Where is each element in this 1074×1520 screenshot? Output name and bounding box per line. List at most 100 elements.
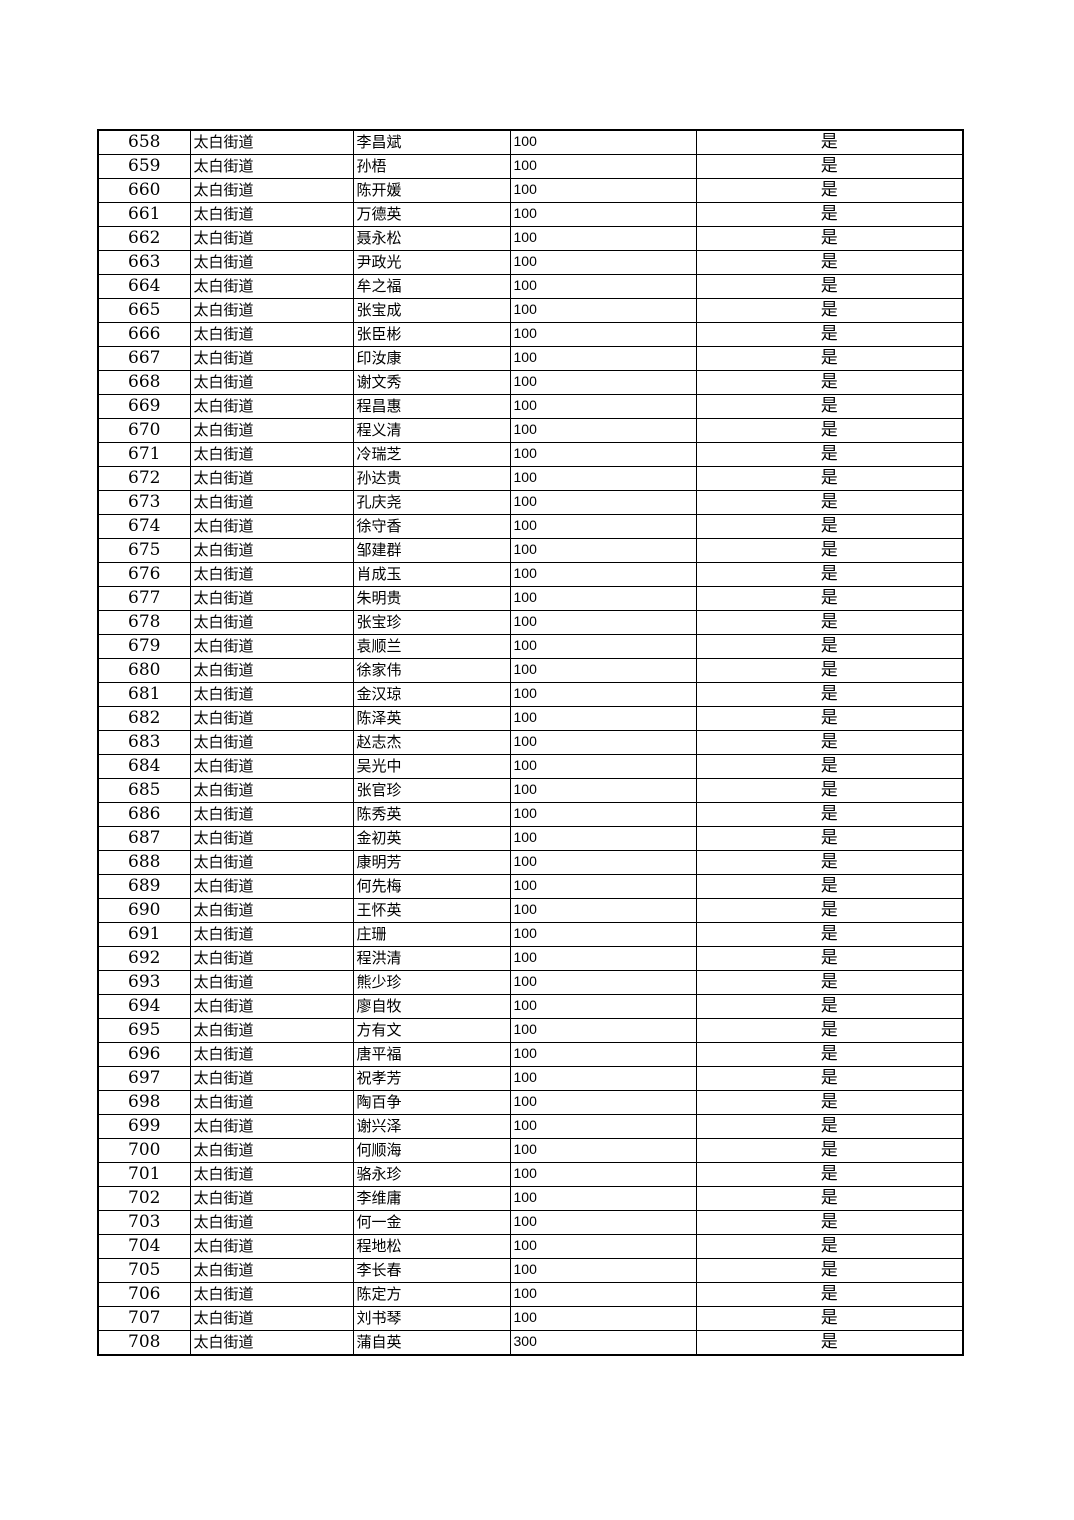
amount-cell: 100 bbox=[509, 946, 697, 971]
status-cell: 是 bbox=[695, 562, 964, 587]
name-cell: 张宝珍 bbox=[352, 610, 511, 635]
status-cell: 是 bbox=[695, 178, 964, 203]
name-cell: 朱明贵 bbox=[352, 586, 511, 611]
status-cell: 是 bbox=[695, 466, 964, 491]
name-cell: 张臣彬 bbox=[352, 322, 511, 347]
street-cell: 太白街道 bbox=[189, 658, 354, 683]
table-row: 697 太白街道 祝孝芳 100 是 bbox=[97, 1066, 964, 1091]
status-cell: 是 bbox=[695, 586, 964, 611]
street-cell: 太白街道 bbox=[189, 562, 354, 587]
amount-cell: 100 bbox=[509, 1186, 697, 1211]
name-cell: 祝孝芳 bbox=[352, 1066, 511, 1091]
name-cell: 冷瑞芝 bbox=[352, 442, 511, 467]
street-cell: 太白街道 bbox=[189, 322, 354, 347]
amount-cell: 100 bbox=[509, 298, 697, 323]
table-row: 668 太白街道 谢文秀 100 是 bbox=[97, 370, 964, 395]
street-cell: 太白街道 bbox=[189, 418, 354, 443]
status-cell: 是 bbox=[695, 394, 964, 419]
street-cell: 太白街道 bbox=[189, 1018, 354, 1043]
name-cell: 王怀英 bbox=[352, 898, 511, 923]
row-number: 669 bbox=[97, 394, 191, 419]
status-cell: 是 bbox=[695, 874, 964, 899]
table-row: 696 太白街道 唐平福 100 是 bbox=[97, 1042, 964, 1067]
street-cell: 太白街道 bbox=[189, 274, 354, 299]
row-number: 686 bbox=[97, 802, 191, 827]
name-cell: 徐家伟 bbox=[352, 658, 511, 683]
amount-cell: 300 bbox=[509, 1330, 697, 1356]
amount-cell: 100 bbox=[509, 322, 697, 347]
table-row: 706 太白街道 陈定方 100 是 bbox=[97, 1282, 964, 1307]
row-number: 691 bbox=[97, 922, 191, 947]
name-cell: 蒲自英 bbox=[352, 1330, 511, 1356]
name-cell: 张宝成 bbox=[352, 298, 511, 323]
table-row: 673 太白街道 孔庆尧 100 是 bbox=[97, 490, 964, 515]
street-cell: 太白街道 bbox=[189, 970, 354, 995]
name-cell: 吴光中 bbox=[352, 754, 511, 779]
status-cell: 是 bbox=[695, 610, 964, 635]
name-cell: 陈泽英 bbox=[352, 706, 511, 731]
row-number: 695 bbox=[97, 1018, 191, 1043]
name-cell: 聂永松 bbox=[352, 226, 511, 251]
street-cell: 太白街道 bbox=[189, 226, 354, 251]
name-cell: 张官珍 bbox=[352, 778, 511, 803]
amount-cell: 100 bbox=[509, 874, 697, 899]
row-number: 660 bbox=[97, 178, 191, 203]
amount-cell: 100 bbox=[509, 706, 697, 731]
street-cell: 太白街道 bbox=[189, 994, 354, 1019]
street-cell: 太白街道 bbox=[189, 298, 354, 323]
amount-cell: 100 bbox=[509, 466, 697, 491]
name-cell: 李长春 bbox=[352, 1258, 511, 1283]
row-number: 673 bbox=[97, 490, 191, 515]
amount-cell: 100 bbox=[509, 1042, 697, 1067]
table-row: 670 太白街道 程义清 100 是 bbox=[97, 418, 964, 443]
status-cell: 是 bbox=[695, 754, 964, 779]
street-cell: 太白街道 bbox=[189, 250, 354, 275]
status-cell: 是 bbox=[695, 250, 964, 275]
amount-cell: 100 bbox=[509, 898, 697, 923]
name-cell: 程义清 bbox=[352, 418, 511, 443]
name-cell: 程地松 bbox=[352, 1234, 511, 1259]
row-number: 672 bbox=[97, 466, 191, 491]
amount-cell: 100 bbox=[509, 730, 697, 755]
amount-cell: 100 bbox=[509, 178, 697, 203]
amount-cell: 100 bbox=[509, 202, 697, 227]
street-cell: 太白街道 bbox=[189, 586, 354, 611]
status-cell: 是 bbox=[695, 1018, 964, 1043]
amount-cell: 100 bbox=[509, 226, 697, 251]
row-number: 690 bbox=[97, 898, 191, 923]
table-row: 684 太白街道 吴光中 100 是 bbox=[97, 754, 964, 779]
table-row: 703 太白街道 何一金 100 是 bbox=[97, 1210, 964, 1235]
row-number: 663 bbox=[97, 250, 191, 275]
street-cell: 太白街道 bbox=[189, 898, 354, 923]
row-number: 674 bbox=[97, 514, 191, 539]
amount-cell: 100 bbox=[509, 514, 697, 539]
row-number: 696 bbox=[97, 1042, 191, 1067]
status-cell: 是 bbox=[695, 1138, 964, 1163]
table-row: 674 太白街道 徐守香 100 是 bbox=[97, 514, 964, 539]
amount-cell: 100 bbox=[509, 970, 697, 995]
table-row: 672 太白街道 孙达贵 100 是 bbox=[97, 466, 964, 491]
amount-cell: 100 bbox=[509, 370, 697, 395]
name-cell: 肖成玉 bbox=[352, 562, 511, 587]
street-cell: 太白街道 bbox=[189, 874, 354, 899]
status-cell: 是 bbox=[695, 1042, 964, 1067]
row-number: 659 bbox=[97, 154, 191, 179]
row-number: 682 bbox=[97, 706, 191, 731]
status-cell: 是 bbox=[695, 514, 964, 539]
status-cell: 是 bbox=[695, 1282, 964, 1307]
table-row: 660 太白街道 陈开媛 100 是 bbox=[97, 178, 964, 203]
amount-cell: 100 bbox=[509, 538, 697, 563]
amount-cell: 100 bbox=[509, 778, 697, 803]
table-row: 658 太白街道 李昌斌 100 是 bbox=[97, 129, 964, 155]
name-cell: 金初英 bbox=[352, 826, 511, 851]
amount-cell: 100 bbox=[509, 1114, 697, 1139]
street-cell: 太白街道 bbox=[189, 1330, 354, 1356]
name-cell: 唐平福 bbox=[352, 1042, 511, 1067]
table-row: 695 太白街道 方有文 100 是 bbox=[97, 1018, 964, 1043]
street-cell: 太白街道 bbox=[189, 802, 354, 827]
status-cell: 是 bbox=[695, 442, 964, 467]
table-row: 682 太白街道 陈泽英 100 是 bbox=[97, 706, 964, 731]
name-cell: 孔庆尧 bbox=[352, 490, 511, 515]
row-number: 704 bbox=[97, 1234, 191, 1259]
status-cell: 是 bbox=[695, 154, 964, 179]
